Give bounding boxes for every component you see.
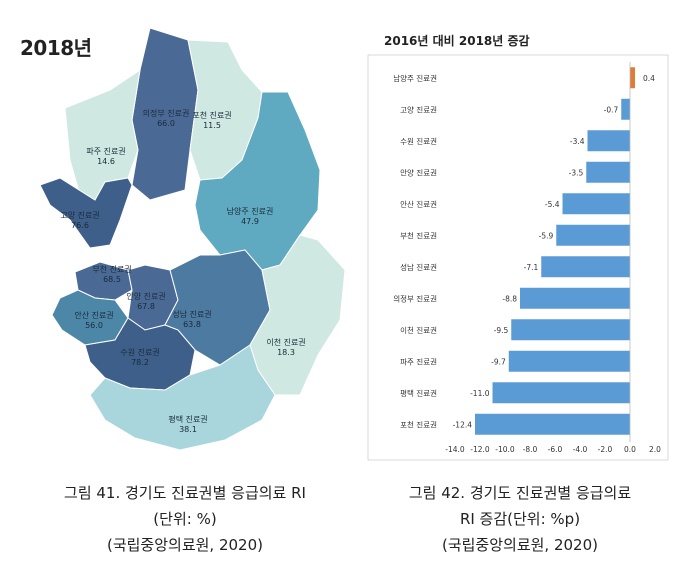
caption-line-1: 그림 42. 경기도 진료권별 응급의료: [408, 484, 632, 502]
map-region-label: 안산 진료권: [74, 310, 113, 320]
map-region-label: 성남 진료권: [172, 309, 211, 319]
map-region-value: 38.1: [179, 425, 197, 434]
x-tick-label: -6.0: [548, 445, 563, 454]
map-region-value: 66.0: [157, 119, 175, 128]
value-label: -8.8: [502, 294, 517, 303]
bar-chart: 남양주 진료권 0.4 고양 진료권 -0.7 수원 진료권 -3.4 안양 진료권 -3.5…: [367, 54, 669, 461]
bar: [556, 224, 630, 246]
category-label: 안양 진료권: [400, 167, 437, 177]
caption-line-2: RI 증감(단위: %p): [459, 510, 581, 528]
caption-line-3: (국립중앙의료원, 2020): [106, 536, 263, 554]
map-region-value: 76.6: [71, 221, 89, 230]
map-region-value: 11.5: [203, 121, 221, 130]
bar: [586, 161, 630, 183]
caption-line-1: 그림 41. 경기도 진료권별 응급의료 RI: [64, 484, 306, 502]
map-region-4: [39, 177, 133, 249]
value-label: -11.0: [470, 389, 490, 398]
map-region-5: [194, 91, 321, 271]
category-label: 평택 진료권: [400, 388, 437, 398]
x-tick-label: -14.0: [445, 445, 465, 454]
value-label: 0.4: [643, 74, 655, 83]
map-region-value: 78.2: [131, 358, 149, 367]
value-label: -5.4: [545, 200, 560, 209]
category-label: 의정부 진료권: [393, 293, 437, 303]
map-region-label: 파주 진료권: [86, 146, 125, 156]
bar: [520, 287, 630, 309]
bar: [621, 98, 630, 120]
value-label: -5.9: [539, 231, 554, 240]
map-region-label: 안양 진료권: [126, 291, 165, 301]
category-label: 고양 진료권: [400, 104, 437, 114]
map-region-value: 18.3: [277, 348, 295, 357]
chart-frame: [367, 54, 669, 461]
map-region-label: 고양 진료권: [60, 210, 99, 220]
category-label: 이천 진료권: [400, 325, 437, 335]
category-label: 파주 진료권: [400, 356, 437, 366]
map-region-value: 56.0: [85, 321, 103, 330]
map-title: 2018년: [20, 36, 92, 60]
x-tick-label: -4.0: [573, 445, 588, 454]
map-region-label: 이천 진료권: [266, 337, 305, 347]
map-region-label: 수원 진료권: [120, 347, 159, 357]
map-region-value: 68.5: [103, 275, 121, 284]
value-label: -3.5: [569, 168, 584, 177]
map-region-label: 포천 진료권: [192, 110, 231, 120]
map-region-label: 평택 진료권: [168, 414, 207, 424]
value-label: -3.4: [570, 137, 585, 146]
bar: [630, 67, 635, 89]
value-label: -7.1: [524, 263, 539, 272]
x-tick-label: -10.0: [495, 445, 515, 454]
bar: [541, 256, 630, 278]
caption-line-3: (국립중앙의료원, 2020): [441, 536, 598, 554]
bar: [492, 382, 630, 404]
map-region-label: 부천 진료권: [92, 264, 131, 274]
map-region-label: 의정부 진료권: [143, 108, 190, 118]
caption-line-2: (단위: %): [153, 510, 217, 528]
x-tick-label: -2.0: [598, 445, 613, 454]
x-tick-label: 0.0: [624, 445, 636, 454]
category-label: 남양주 진료권: [393, 73, 437, 83]
bar: [511, 319, 630, 341]
value-label: -12.4: [453, 420, 473, 429]
bar: [475, 413, 630, 435]
category-label: 부천 진료권: [400, 230, 437, 240]
value-label: -9.5: [494, 326, 509, 335]
value-label: -0.7: [604, 105, 619, 114]
bar: [587, 130, 630, 152]
bar: [508, 350, 630, 372]
map-region-value: 63.8: [183, 320, 201, 329]
bar: [562, 193, 630, 215]
x-tick-label: -12.0: [470, 445, 490, 454]
category-label: 포천 진료권: [400, 419, 437, 429]
category-label: 성남 진료권: [400, 262, 437, 272]
bar-chart-title: 2016년 대비 2018년 증감: [384, 34, 530, 48]
value-label: -9.7: [491, 357, 506, 366]
category-label: 안산 진료권: [400, 199, 437, 209]
x-tick-label: -8.0: [523, 445, 538, 454]
figure-41-caption: 그림 41. 경기도 진료권별 응급의료 RI (단위: %) (국립중앙의료원…: [20, 480, 350, 558]
map-region-label: 남양주 진료권: [227, 206, 274, 216]
map-region-value: 14.6: [97, 157, 115, 166]
category-label: 수원 진료권: [400, 136, 437, 146]
map-region-value: 67.8: [137, 302, 155, 311]
x-tick-label: 2.0: [649, 445, 661, 454]
map-region-value: 47.9: [241, 217, 259, 226]
figure-42-caption: 그림 42. 경기도 진료권별 응급의료 RI 증감(단위: %p) (국립중앙…: [365, 480, 675, 558]
map-region-12: [89, 344, 276, 451]
